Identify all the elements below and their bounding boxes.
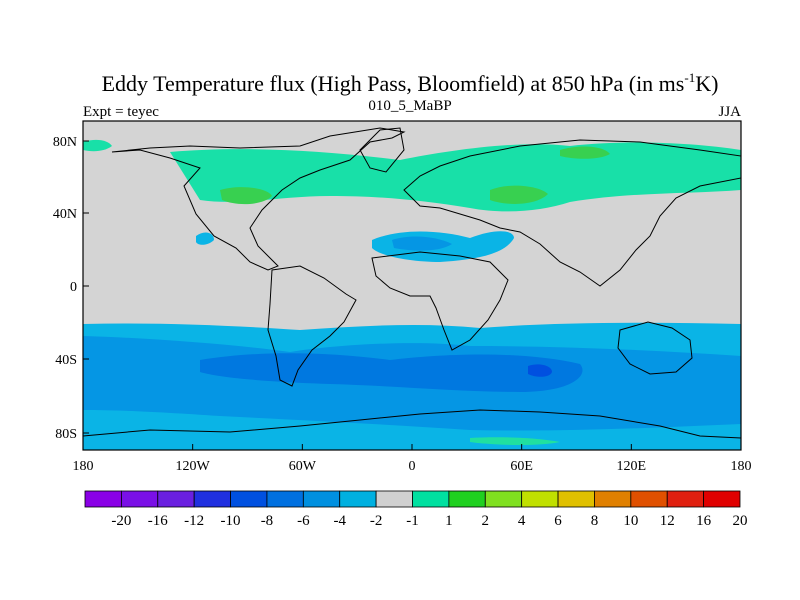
colorbar-label: 12 [660, 513, 675, 529]
south-america-coast [267, 265, 357, 387]
map-field [83, 121, 741, 450]
lon-tick-label: 120W [176, 459, 211, 474]
colorbar-swatch [120, 490, 159, 508]
colorbar-swatch [666, 490, 705, 508]
colorbar-label: 2 [482, 513, 490, 529]
colorbar-swatch [375, 490, 413, 508]
southern-flux-band-peak [528, 364, 552, 377]
antarctic-positive-patch [470, 437, 560, 445]
mediterranean-negative-core [392, 236, 452, 251]
colorbar-label: -6 [297, 513, 310, 529]
colorbar-label: -2 [370, 513, 383, 529]
colorbar-label: -12 [184, 513, 204, 529]
colorbar-swatch [230, 490, 268, 508]
lat-tick-label: 40S [55, 353, 77, 368]
lon-tick-label: 180 [731, 459, 752, 474]
colorbar-label: -8 [261, 513, 274, 529]
latitude-axis: 80N 40N 0 40S 80S [53, 135, 89, 442]
season-label: JJA [718, 104, 741, 120]
lon-tick-label: 60W [289, 459, 317, 474]
colorbar-swatch [703, 490, 741, 508]
colorbar-swatch [302, 490, 341, 508]
colorbar-label: 8 [591, 513, 599, 529]
colorbar-label: -10 [221, 513, 241, 529]
colorbar-swatch [448, 490, 486, 508]
lon-tick-label: 0 [409, 459, 416, 474]
colorbar-swatch [521, 490, 559, 508]
coastlines [82, 127, 742, 439]
colorbar-label: 4 [518, 513, 526, 529]
arctic-positive-patch [83, 139, 112, 152]
australia-coast [617, 321, 693, 375]
southern-flux-band-core [200, 353, 583, 392]
experiment-label: Expt = teyec [83, 104, 159, 120]
lon-tick-label: 180 [73, 459, 94, 474]
colorbar-label: 10 [623, 513, 638, 529]
colorbar-swatch [484, 490, 523, 508]
colorbar-swatch [84, 490, 122, 508]
eurasia-coast [403, 139, 742, 287]
colorbar: -20 -16 -12 -10 -8 -6 -4 -2 -1 1 2 4 6 8 10 12 16 20 [84, 490, 748, 529]
antarctica-coast [82, 409, 742, 439]
colorbar-label: 6 [554, 513, 562, 529]
northern-flux-band-core [220, 146, 610, 205]
colorbar-swatch [193, 490, 231, 508]
northern-flux-band [170, 142, 741, 212]
colorbar-swatch [266, 490, 304, 508]
africa-coast [371, 251, 509, 351]
pacific-negative-patch [196, 232, 214, 245]
colorbar-label: 20 [733, 513, 748, 529]
lon-tick-label: 120E [617, 459, 647, 474]
colorbar-swatch [339, 490, 377, 508]
colorbar-label: -20 [111, 513, 131, 529]
colorbar-swatch [412, 490, 450, 508]
north-america-coast [111, 127, 406, 271]
lat-tick-label: 80N [53, 135, 77, 150]
lon-tick-label: 60E [510, 459, 533, 474]
colorbar-label: -4 [333, 513, 346, 529]
main-title: Eddy Temperature flux (High Pass, Bloomf… [102, 70, 719, 96]
colorbar-label: 1 [445, 513, 453, 529]
lat-tick-label: 80S [55, 427, 77, 442]
colorbar-label: 16 [696, 513, 712, 529]
colorbar-label: -1 [406, 513, 419, 529]
colorbar-label: -16 [148, 513, 168, 529]
colorbar-swatch [157, 490, 195, 508]
colorbar-swatch [557, 490, 595, 508]
lat-tick-label: 0 [70, 280, 77, 295]
sub-title: 010_5_MaBP [368, 98, 451, 114]
colorbar-swatch [594, 490, 632, 508]
greenland-coast [359, 127, 405, 173]
colorbar-swatch [630, 490, 668, 508]
longitude-axis: 180 120W 60W 0 60E 120E 180 [73, 444, 752, 474]
lat-tick-label: 40N [53, 207, 77, 222]
